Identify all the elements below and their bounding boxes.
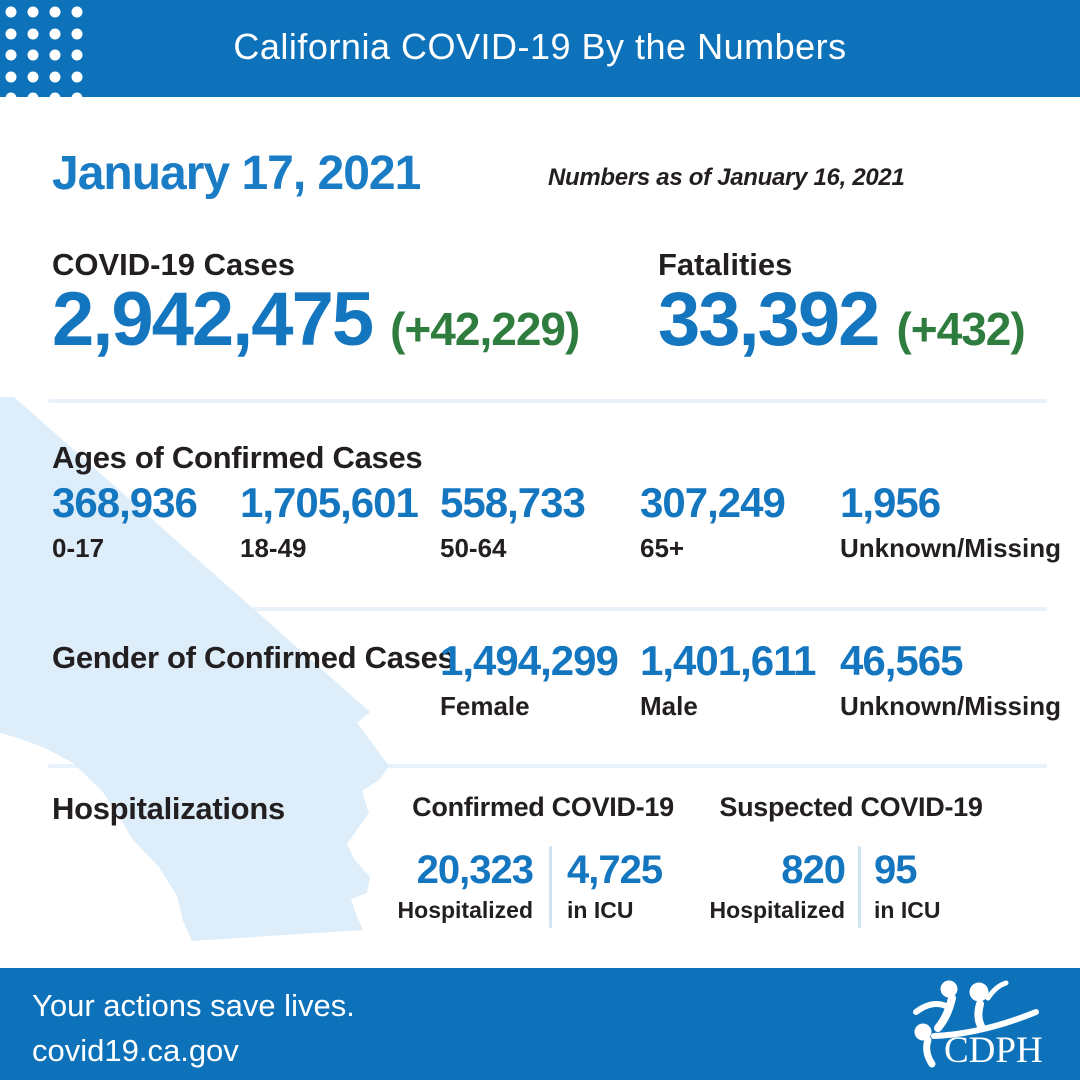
stat-value: 1,401,611: [640, 637, 817, 684]
age-group-stat-65-plus: 307,249 65+: [640, 479, 786, 563]
stat-label: 65+: [640, 533, 685, 563]
cases-delta: (+42,229): [390, 303, 580, 355]
footer-tagline: Your actions save lives.: [32, 988, 355, 1023]
age-group-stat-18-49: 1,705,601 18-49: [240, 479, 419, 563]
stat-value: 95: [874, 848, 918, 892]
suspected-covid-heading: Suspected COVID-19: [719, 792, 983, 822]
age-group-stat-50-64: 558,733 50-64: [440, 479, 586, 563]
stat-label: Unknown/Missing: [840, 691, 1061, 721]
stat-value: 4,725: [567, 848, 663, 892]
confirmed-covid-heading: Confirmed COVID-19: [412, 792, 674, 822]
gender-section-title: Gender of Confirmed Cases: [52, 640, 455, 675]
stat-value: 368,936: [52, 479, 198, 526]
age-group-stat-unknown: 1,956 Unknown/Missing: [840, 479, 1061, 563]
stat-label: 50-64: [440, 533, 507, 563]
as-of-note: Numbers as of January 16, 2021: [548, 164, 905, 191]
cdph-logo: CDPH: [913, 980, 1043, 1070]
stat-label: 18-49: [240, 533, 307, 563]
hospitalizations-section-title: Hospitalizations: [52, 791, 285, 826]
stat-label: in ICU: [874, 897, 941, 923]
suspected-hospitalized-stat: 820 Hospitalized: [685, 848, 846, 923]
stat-label: Unknown/Missing: [840, 533, 1061, 563]
stat-label: Male: [640, 691, 698, 721]
ages-section-title: Ages of Confirmed Cases: [52, 440, 423, 475]
stat-value: 20,323: [416, 848, 534, 892]
section-divider-bottom: [48, 764, 1047, 768]
section-divider-middle: [48, 607, 1047, 611]
confirmed-icu-stat: 4,725 in ICU: [567, 850, 707, 922]
stat-label: Hospitalized: [397, 897, 533, 923]
confirmed-hospitalized-stat: 20,323 Hospitalized: [373, 848, 534, 923]
stat-label: Female: [440, 691, 530, 721]
cases-total-section: COVID-19 Cases 2,942,475 (+42,229): [52, 247, 580, 362]
stat-value: 1,494,299: [440, 637, 619, 684]
stat-divider: [858, 846, 861, 928]
stat-label: Hospitalized: [709, 897, 845, 923]
age-group-stat-0-17: 368,936 0-17: [52, 479, 198, 563]
header-bar: California COVID-19 By the Numbers: [0, 0, 1080, 97]
fatalities-value: 33,392: [658, 277, 880, 362]
fatalities-delta: (+432): [896, 303, 1025, 355]
stat-label: in ICU: [567, 897, 634, 923]
stat-value: 820: [781, 848, 846, 892]
stat-value: 1,956: [840, 479, 941, 526]
stat-value: 558,733: [440, 479, 586, 526]
cdph-logo-text: CDPH: [944, 1030, 1043, 1070]
page-title: California COVID-19 By the Numbers: [233, 26, 847, 67]
cases-label: COVID-19 Cases: [52, 247, 295, 282]
suspected-icu-stat: 95 in ICU: [874, 850, 984, 922]
gender-stat-male: 1,401,611 Male: [640, 637, 817, 721]
footer-url: covid19.ca.gov: [32, 1033, 239, 1068]
gender-stat-unknown: 46,565 Unknown/Missing: [840, 637, 1061, 721]
fatalities-total-section: Fatalities 33,392 (+432): [658, 247, 1026, 362]
stat-value: 1,705,601: [240, 479, 419, 526]
stat-value: 307,249: [640, 479, 786, 526]
report-date: January 17, 2021: [52, 147, 421, 200]
fatalities-label: Fatalities: [658, 247, 793, 282]
dots-pattern-icon: [5, 6, 83, 97]
stat-divider: [549, 846, 552, 928]
footer-bar: Your actions save lives. covid19.ca.gov …: [0, 968, 1080, 1080]
gender-stat-female: 1,494,299 Female: [440, 637, 619, 721]
cases-value: 2,942,475: [52, 277, 374, 362]
section-divider-top: [48, 399, 1047, 403]
stat-label: 0-17: [52, 533, 105, 563]
stat-value: 46,565: [840, 637, 963, 684]
